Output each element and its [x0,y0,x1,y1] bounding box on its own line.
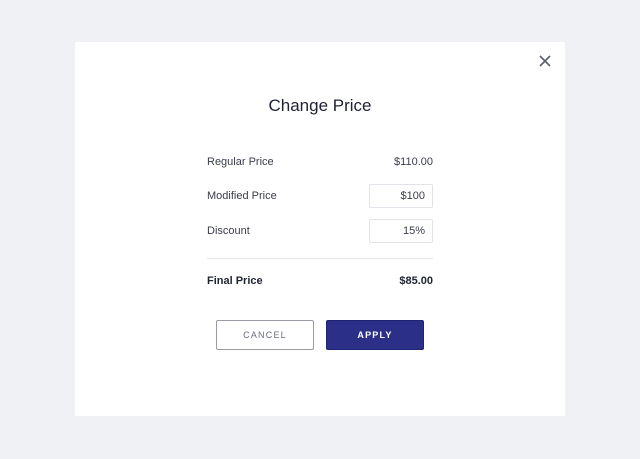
regular-price-label: Regular Price [207,156,274,168]
regular-price-value: $110.00 [394,156,433,168]
final-price-label: Final Price [207,275,263,287]
apply-button[interactable]: APPLY [326,320,424,350]
modified-price-input[interactable] [369,184,433,208]
change-price-dialog: Change Price Regular Price $110.00 Modif… [75,42,565,416]
discount-row: Discount [207,219,433,243]
divider [207,258,433,259]
close-icon[interactable] [537,53,553,69]
modified-price-row: Modified Price [207,184,433,208]
dialog-title: Change Price [268,96,372,115]
final-price-value: $85.00 [399,275,433,287]
discount-label: Discount [207,225,250,237]
cancel-button[interactable]: CANCEL [216,320,314,350]
final-price-row: Final Price $85.00 [207,275,433,287]
modified-price-label: Modified Price [207,190,277,202]
regular-price-row: Regular Price $110.00 [207,156,433,168]
discount-input[interactable] [369,219,433,243]
